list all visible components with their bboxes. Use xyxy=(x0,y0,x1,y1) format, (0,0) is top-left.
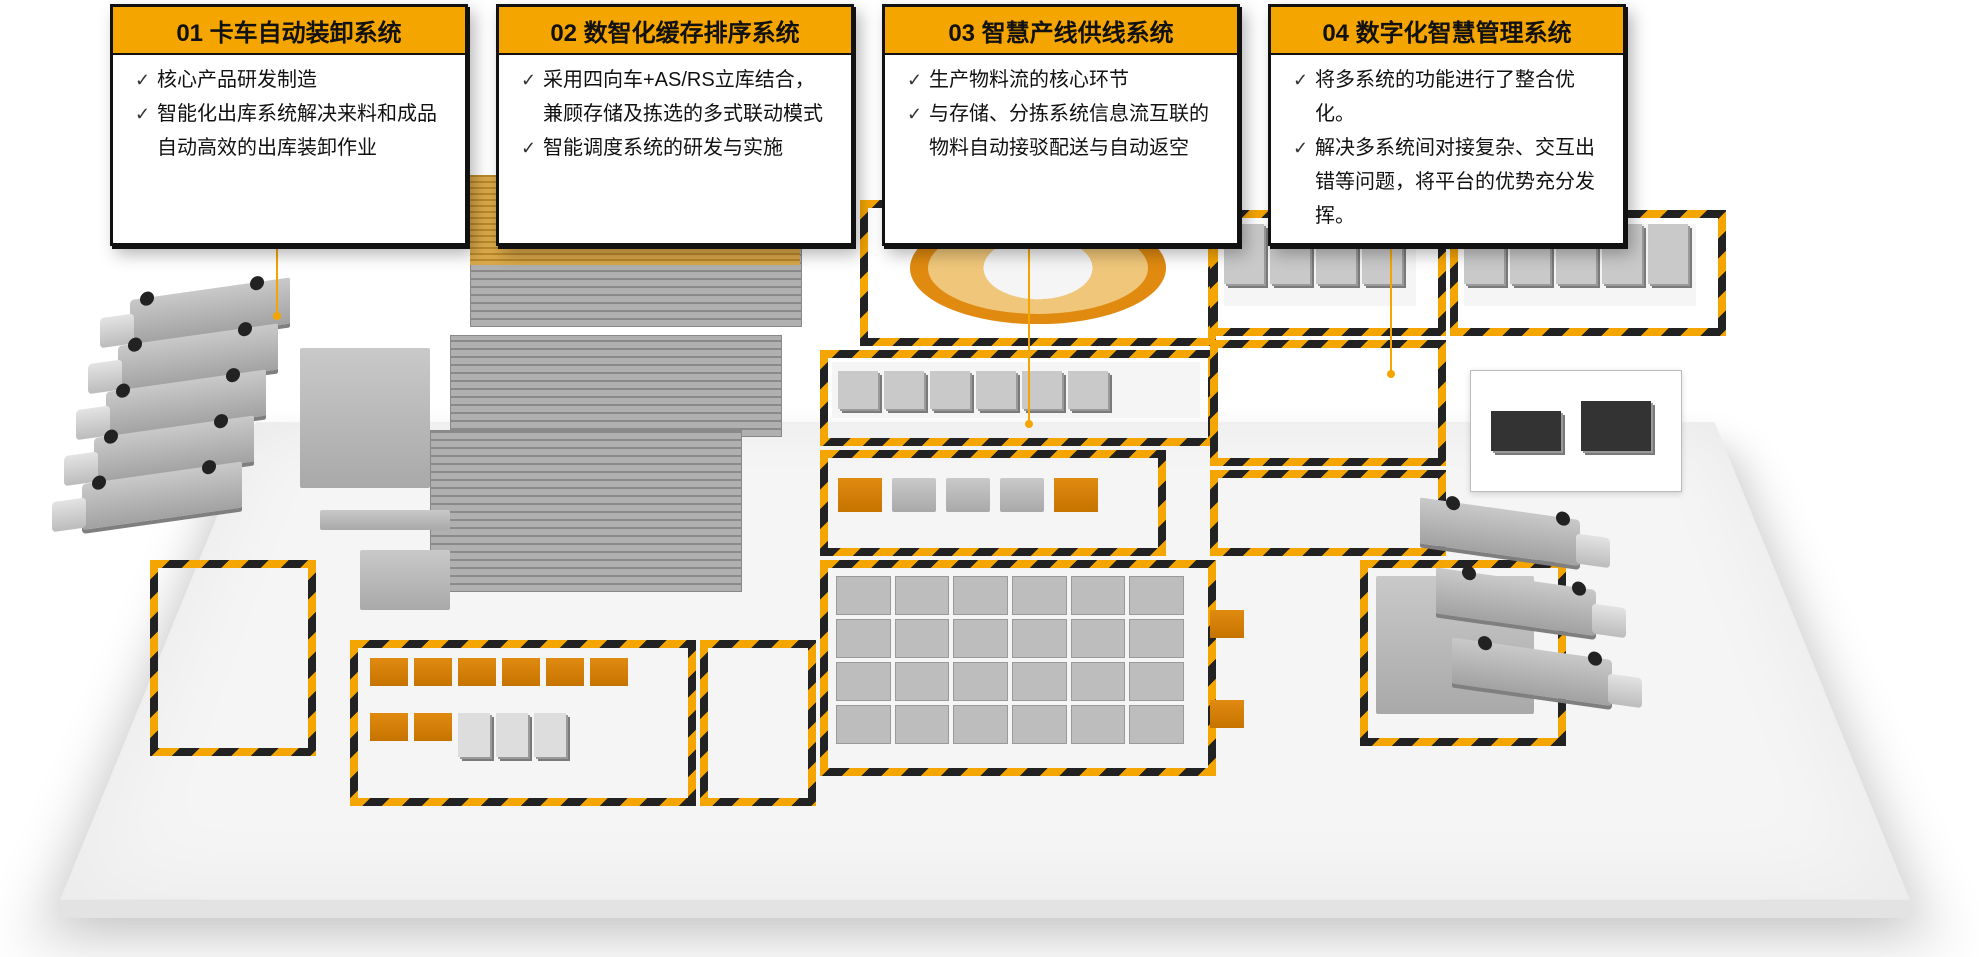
callout-bullet: 智能化出库系统解决来料和成品自动高效的出库装卸作业 xyxy=(135,97,447,165)
line-stations-row xyxy=(832,462,1150,528)
callout-bullets: 采用四向车+AS/RS立库结合，兼顾存储及拣选的多式联动模式 智能调度系统的研发… xyxy=(499,63,851,165)
stage: 01 卡车自动装卸系统 核心产品研发制造 智能化出库系统解决来料和成品自动高效的… xyxy=(0,0,1979,957)
floor-edge xyxy=(60,900,1910,918)
callout-bullets: 核心产品研发制造 智能化出库系统解决来料和成品自动高效的出库装卸作业 xyxy=(113,63,465,165)
forklift-icon xyxy=(1210,700,1244,728)
callout-bullet: 与存储、分拣系统信息流互联的物料自动接驳配送与自动返空 xyxy=(907,97,1219,165)
control-room xyxy=(1470,370,1682,492)
cart-grid xyxy=(836,576,1184,744)
loading-dock xyxy=(300,348,430,488)
callout-bullets: 将多系统的功能进行了整合优化。 解决多系统间对接复杂、交互出错等问题，将平台的优… xyxy=(1271,63,1623,233)
hazard-zone xyxy=(1210,470,1446,556)
line-stations-row xyxy=(832,362,1200,418)
callout-bullet: 智能调度系统的研发与实施 xyxy=(521,131,833,165)
hazard-zone xyxy=(150,560,316,756)
callout-bullet: 采用四向车+AS/RS立库结合，兼顾存储及拣选的多式联动模式 xyxy=(521,63,833,131)
callout-title: 04 数字化智慧管理系统 xyxy=(1271,7,1623,55)
callout-bullet: 将多系统的功能进行了整合优化。 xyxy=(1293,63,1605,131)
conveyor xyxy=(320,510,450,530)
callout-title: 03 智慧产线供线系统 xyxy=(885,7,1237,55)
callout-card-03: 03 智慧产线供线系统 生产物料流的核心环节 与存储、分拣系统信息流互联的物料自… xyxy=(882,4,1240,246)
hazard-zone xyxy=(1210,340,1446,466)
callout-card-01: 01 卡车自动装卸系统 核心产品研发制造 智能化出库系统解决来料和成品自动高效的… xyxy=(110,4,468,246)
hazard-zone xyxy=(700,640,816,806)
callout-card-04: 04 数字化智慧管理系统 将多系统的功能进行了整合优化。 解决多系统间对接复杂、… xyxy=(1268,4,1626,246)
pallet-zone xyxy=(370,658,660,778)
callout-bullet: 解决多系统间对接复杂、交互出错等问题，将平台的优势充分发挥。 xyxy=(1293,131,1605,233)
callouts-row: 01 卡车自动装卸系统 核心产品研发制造 智能化出库系统解决来料和成品自动高效的… xyxy=(110,4,1889,246)
callout-title: 01 卡车自动装卸系统 xyxy=(113,7,465,55)
shuttle-rack xyxy=(430,430,742,592)
callout-title: 02 数智化缓存排序系统 xyxy=(499,7,851,55)
callout-bullets: 生产物料流的核心环节 与存储、分拣系统信息流互联的物料自动接驳配送与自动返空 xyxy=(885,63,1237,165)
callout-bullet: 生产物料流的核心环节 xyxy=(907,63,1219,97)
callout-bullet: 核心产品研发制造 xyxy=(135,63,447,97)
forklift-icon xyxy=(1210,610,1244,638)
conveyor xyxy=(360,550,450,610)
callout-card-02: 02 数智化缓存排序系统 采用四向车+AS/RS立库结合，兼顾存储及拣选的多式联… xyxy=(496,4,854,246)
